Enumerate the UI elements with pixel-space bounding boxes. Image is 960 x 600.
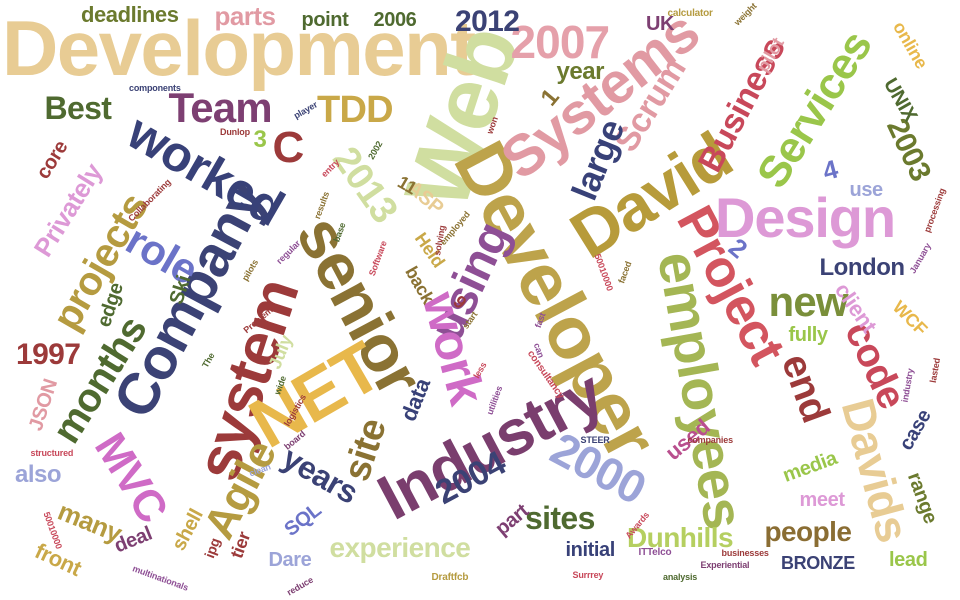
cloud-word: Dunhills (627, 522, 734, 553)
cloud-word: SQL (280, 499, 326, 541)
cloud-word: UK (646, 13, 675, 35)
cloud-word: weight (731, 1, 759, 28)
cloud-word: 2007 (510, 16, 611, 68)
cloud-word: London (819, 254, 906, 281)
cloud-word: also (15, 461, 62, 488)
cloud-word: case (894, 405, 936, 455)
cloud-word: calculator (667, 8, 713, 19)
cloud-word: faced (615, 259, 633, 285)
cloud-word: companies (687, 434, 734, 445)
cloud-word: player (291, 98, 319, 121)
cloud-word: new (768, 278, 849, 325)
cloud-word: lasted (927, 356, 942, 384)
cloud-word: components (129, 82, 181, 93)
cloud-word: use (849, 179, 884, 201)
cloud-word: meet (799, 489, 845, 511)
cloud-word: fully (788, 324, 829, 346)
cloud-word: year (556, 58, 605, 85)
cloud-word: TDD (317, 89, 394, 131)
cloud-word: January (907, 240, 933, 275)
cloud-word: shell (167, 505, 208, 555)
cloud-word: analysis (663, 571, 698, 582)
cloud-word: 2006 (373, 9, 417, 31)
cloud-word: online (888, 17, 932, 73)
cloud-word: 2003 (880, 113, 938, 186)
cloud-word: Experiential (700, 559, 750, 570)
cloud-word: businesses (721, 547, 769, 558)
cloud-word: media (779, 447, 840, 487)
cloud-word: The (199, 350, 216, 369)
cloud-word: STEER (580, 434, 610, 445)
cloud-word: ITTelco (638, 547, 672, 558)
cloud-word: Development (2, 4, 476, 92)
cloud-word: sites (525, 500, 595, 536)
cloud-word: UNIX (879, 74, 922, 126)
cloud-word: structured (30, 447, 74, 458)
cloud-word: 2002 (365, 138, 384, 161)
cloud-word: Design (715, 186, 896, 249)
cloud-word: 3 (253, 126, 267, 153)
cloud-word: deadlines (81, 2, 179, 27)
cloud-word: WCF (888, 296, 932, 340)
cloud-word: people (764, 516, 852, 547)
cloud-word: 4 (819, 153, 841, 187)
cloud-word: Dunlop (220, 126, 250, 137)
cloud-word: Dare (268, 549, 312, 571)
cloud-word: Draftfcb (431, 572, 469, 583)
cloud-word: BRONZE (781, 553, 855, 573)
cloud-word: core (31, 136, 72, 184)
cloud-word: initial (565, 539, 616, 561)
cloud-word: Surrrey (572, 569, 604, 580)
cloud-word: 2012 (455, 5, 520, 38)
cloud-word: reduce (285, 574, 315, 598)
cloud-word: parts (214, 1, 277, 31)
cloud-word: processing (922, 186, 948, 234)
cloud-word: 1997 (16, 338, 81, 371)
cloud-word: Team (168, 84, 273, 131)
cloud-word: ipg (201, 535, 224, 561)
cloud-word: multinationals (130, 562, 190, 593)
cloud-word: Best (44, 90, 112, 126)
cloud-word: C (272, 123, 305, 172)
cloud-word: end (772, 348, 838, 428)
cloud-word: lead (889, 549, 928, 571)
cloud-word: point (301, 9, 349, 31)
cloud-word: experience (329, 532, 471, 563)
